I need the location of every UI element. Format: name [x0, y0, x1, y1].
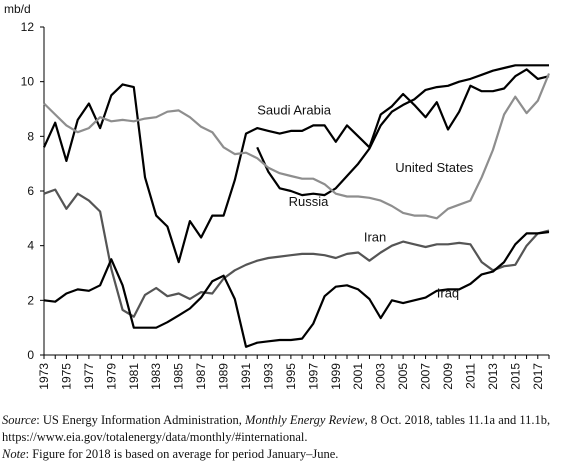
x-tick-label: 1993: [261, 363, 275, 390]
series-line-iran: [43, 188, 550, 318]
source-title: Monthly Energy Review: [245, 413, 365, 427]
y-tick-label: 2: [27, 293, 34, 307]
series-label-iran: Iran: [364, 230, 386, 245]
x-tick-label: 2003: [374, 363, 388, 390]
x-tick-label: 2007: [419, 363, 433, 390]
x-tick-label: 1981: [127, 363, 141, 390]
series-line-saudi-arabia: [42, 68, 550, 264]
series-line-russia: [256, 64, 549, 197]
x-tick-label: 2005: [396, 363, 410, 390]
chart-notes: Source: US Energy Information Administra…: [2, 412, 567, 463]
plot-area: [42, 64, 551, 348]
x-tick-label: 1985: [172, 363, 186, 390]
y-tick-label: 6: [27, 184, 34, 198]
x-tick-label: 1979: [104, 363, 118, 390]
x-tick-label: 1995: [284, 363, 298, 390]
source-url: https://www.eia.gov/totalenergy/data/mon…: [2, 430, 308, 444]
series-label-united-states: United States: [395, 160, 474, 175]
y-axis-label: mb/d: [4, 2, 31, 16]
y-axis: 0 2 4 6 8 10 12: [21, 20, 45, 362]
x-axis: 1973 1975 1977 1979 1981 1983 1985 1987 1989 1991…: [37, 354, 550, 390]
x-tick-label: 1991: [239, 363, 253, 390]
note-line: Note: Figure for 2018 is based on averag…: [2, 446, 567, 463]
x-tick-label: 1977: [82, 363, 96, 390]
x-tick-label: 2001: [351, 363, 365, 390]
y-tick-label: 10: [21, 75, 35, 89]
y-tick-label: 4: [27, 239, 34, 253]
y-tick-label: 12: [21, 20, 35, 34]
series-label-iraq: Iraq: [437, 286, 459, 301]
x-tick-label: 1989: [217, 363, 231, 390]
x-tick-label: 2015: [508, 363, 522, 390]
x-tick-label: 1973: [37, 363, 51, 390]
x-tick-label: 2011: [463, 363, 477, 389]
note-text: : Figure for 2018 is based on average fo…: [25, 447, 339, 461]
x-tick-label: 2009: [441, 363, 455, 390]
source-text-1: : US Energy Information Administration,: [36, 413, 246, 427]
x-tick-label: 1983: [149, 363, 163, 390]
source-text-2: , 8 Oct. 2018, tables 11.1a and 11.1b,: [364, 413, 551, 427]
x-tick-label: 1975: [59, 363, 73, 390]
series-label-russia: Russia: [289, 194, 330, 209]
x-tick-label: 1987: [194, 363, 208, 390]
y-tick-label: 0: [27, 348, 34, 362]
series-line-united-states: [43, 73, 551, 220]
x-tick-label: 1997: [306, 363, 320, 390]
x-tick-label: 2013: [486, 363, 500, 390]
series-line-iraq: [43, 230, 550, 348]
x-tick-label: 2017: [531, 363, 545, 390]
series-label-saudi-arabia: Saudi Arabia: [257, 102, 331, 117]
series-labels: Saudi Arabia United States Russia Iran Iraq: [257, 102, 474, 300]
y-tick-label: 8: [27, 129, 34, 143]
source-label: Source: [2, 413, 37, 427]
source-line: Source: US Energy Information Administra…: [2, 412, 567, 429]
note-label: Note: [2, 447, 26, 461]
x-tick-label: 1999: [329, 363, 343, 390]
